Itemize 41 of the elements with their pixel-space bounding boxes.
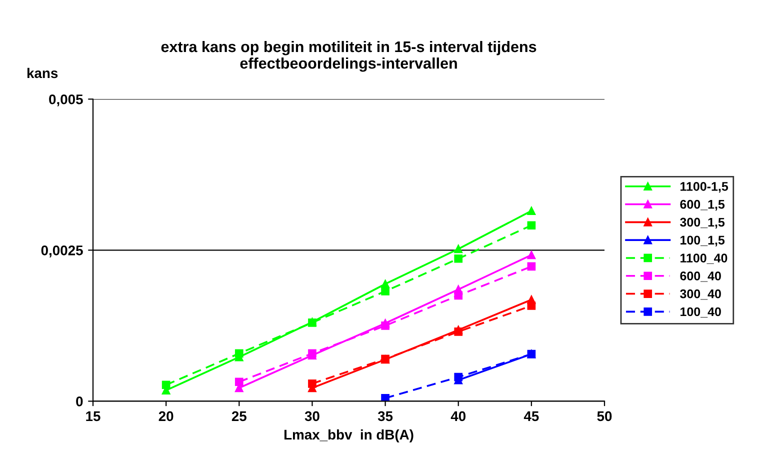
point — [527, 350, 536, 358]
legend-label: 300_1,5 — [680, 218, 725, 228]
y-axis-title: kans — [27, 68, 58, 78]
legend-label: 1100_40 — [680, 254, 728, 264]
point — [234, 378, 244, 386]
point — [527, 262, 536, 271]
point — [454, 328, 463, 336]
x-tick-label: 40 — [450, 411, 466, 422]
x-tick-label: 20 — [158, 411, 174, 422]
x-tick-label: 35 — [378, 411, 393, 422]
point — [381, 354, 390, 364]
legend-label: 600_1,5 — [680, 200, 725, 211]
point — [234, 349, 244, 358]
point — [527, 206, 536, 216]
legend-label: 1100-1,5 — [680, 182, 728, 193]
point — [381, 322, 390, 330]
point — [454, 244, 463, 254]
x-tick-label: 25 — [232, 411, 246, 422]
x-tick-label: 50 — [597, 411, 612, 422]
legend-label: 600_40 — [680, 272, 721, 282]
point — [454, 254, 463, 263]
legend-label: 100_1,5 — [680, 236, 725, 246]
y-tick-label: 0,005 — [49, 94, 83, 106]
x-axis-title: Lmax_bbv in dB(A) — [284, 429, 414, 442]
legend-label: 300_40 — [680, 289, 721, 300]
legend-label: 100_40 — [680, 307, 721, 318]
point — [162, 380, 170, 390]
point — [527, 302, 536, 310]
point — [308, 380, 316, 388]
point — [454, 372, 463, 382]
point — [527, 250, 536, 260]
point — [527, 221, 536, 230]
x-tick-label: 30 — [304, 411, 320, 422]
point — [454, 291, 463, 300]
x-tick-label: 15 — [86, 411, 100, 422]
y-tick-label: 0 — [76, 396, 83, 406]
chart-title: extra kans op begin motiliteit in 15-s interval tijdens effectbeoordelings-intervallen — [161, 40, 536, 72]
point — [381, 394, 390, 402]
y-tick-label: 0,0025 — [41, 245, 83, 258]
x-tick-label: 45 — [524, 411, 539, 422]
point — [381, 287, 390, 296]
